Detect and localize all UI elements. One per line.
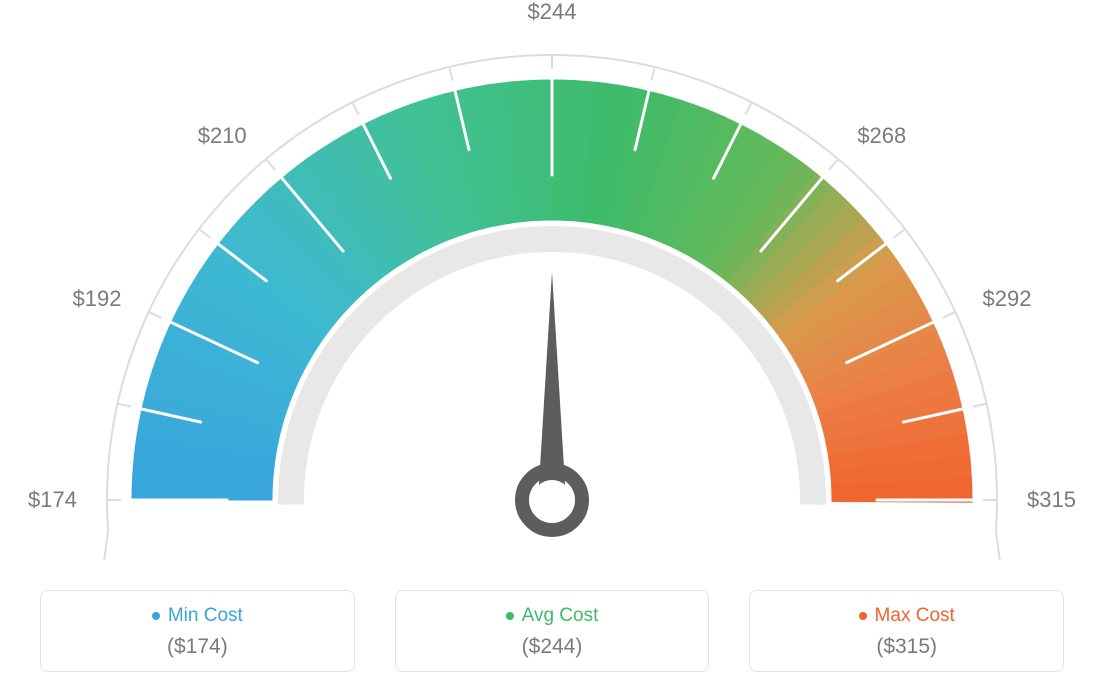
legend-dot-avg — [506, 612, 514, 620]
legend-value-max: ($315) — [760, 635, 1053, 659]
legend-card-min: Min Cost ($174) — [40, 590, 355, 672]
legend-value-min: ($174) — [51, 635, 344, 659]
legend-value-avg: ($244) — [406, 635, 699, 659]
gauge-tick-label: $174 — [28, 487, 77, 513]
legend-row: Min Cost ($174) Avg Cost ($244) Max Cost… — [0, 590, 1104, 672]
gauge-tick-label: $210 — [198, 123, 247, 149]
legend-label-avg: Avg Cost — [522, 605, 599, 627]
legend-card-avg: Avg Cost ($244) — [395, 590, 710, 672]
legend-title-max: Max Cost — [859, 605, 955, 627]
legend-title-min: Min Cost — [152, 605, 243, 627]
gauge-tick-label: $192 — [73, 286, 122, 312]
gauge-container: $174 $192 $210 $244 $268 $292 $315 — [0, 0, 1104, 560]
legend-dot-min — [152, 612, 160, 620]
legend-label-max: Max Cost — [875, 605, 955, 627]
gauge-tick-label: $244 — [528, 0, 577, 25]
legend-dot-max — [859, 612, 867, 620]
legend-title-avg: Avg Cost — [506, 605, 599, 627]
gauge-tick-label: $292 — [982, 286, 1031, 312]
gauge-chart — [0, 0, 1104, 560]
legend-card-max: Max Cost ($315) — [749, 590, 1064, 672]
gauge-tick-label: $315 — [1027, 487, 1076, 513]
legend-label-min: Min Cost — [168, 605, 243, 627]
gauge-tick-label: $268 — [857, 123, 906, 149]
